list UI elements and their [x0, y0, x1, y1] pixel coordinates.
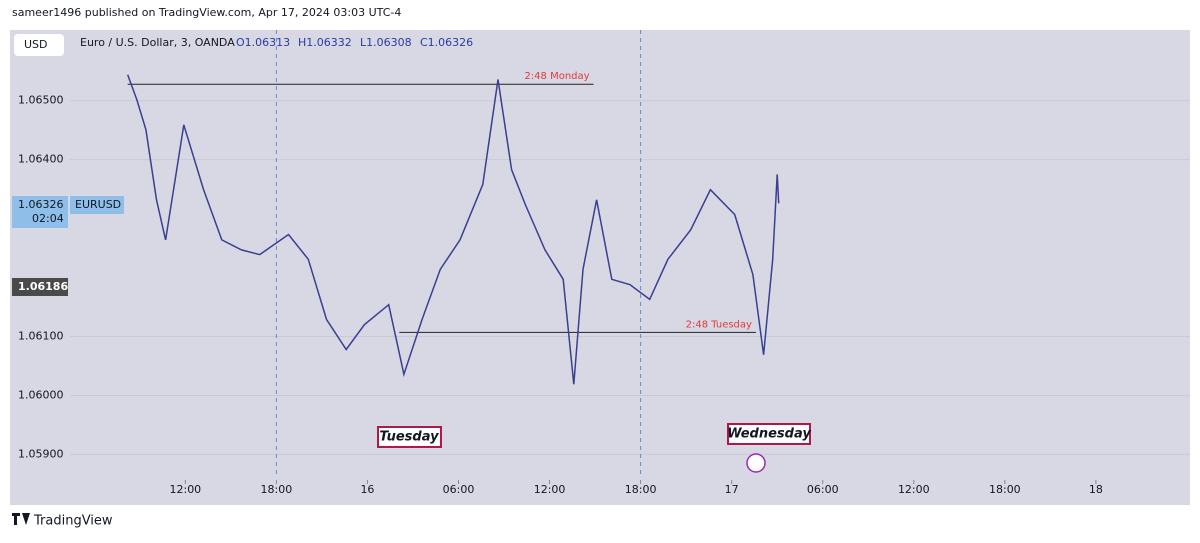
publisher: sameer1496 published on TradingView.com,…: [12, 6, 401, 19]
legend-low: L1.06308: [360, 36, 412, 49]
price-line: [126, 74, 780, 385]
x-tick-label: 06:00: [443, 483, 475, 496]
y-tick-label: 1.06100: [18, 330, 64, 343]
y-tick-label: 1.05900: [18, 447, 64, 460]
crosshair-badge: [12, 278, 68, 296]
currency: USD: [24, 38, 48, 51]
day-label-box: [377, 426, 442, 448]
last-price: 1.06326: [18, 198, 64, 211]
x-tick-label: 18: [1089, 483, 1103, 496]
countdown: 02:04: [32, 212, 64, 225]
crosshair-price: 1.06186: [18, 280, 68, 293]
event-icon[interactable]: [746, 453, 766, 473]
x-tick-label: 18:00: [989, 483, 1021, 496]
brand-logo: [12, 513, 30, 525]
y-tick-label: 1.06000: [18, 388, 64, 401]
day-label: Tuesday: [379, 430, 439, 445]
x-tick-label: 18:00: [261, 483, 293, 496]
legend-high: H1.06332: [298, 36, 352, 49]
symbol-badge: [70, 196, 124, 214]
level-label: 2:48 Monday: [524, 71, 589, 82]
day-label: Wednesday: [727, 427, 811, 442]
x-tick-label: 12:00: [169, 483, 201, 496]
x-tick-label: 12:00: [898, 483, 930, 496]
x-tick-label: 06:00: [807, 483, 839, 496]
legend-symbol: Euro / U.S. Dollar, 3, OANDA: [80, 36, 235, 49]
x-tick-label: 16: [360, 483, 374, 496]
symbol-badge-text: EURUSD: [75, 198, 121, 211]
level-label: 2:48 Tuesday: [686, 319, 752, 330]
currency-button[interactable]: [14, 34, 64, 56]
y-tick-label: 1.06400: [18, 153, 64, 166]
legend-open: O1.06313: [236, 36, 290, 49]
x-tick-label: 18:00: [625, 483, 657, 496]
last-price-badge: [12, 196, 68, 228]
chart-panel: [10, 30, 1190, 505]
y-tick-label: 1.06500: [18, 94, 64, 107]
x-tick-label: 12:00: [534, 483, 566, 496]
legend-close: C1.06326: [420, 36, 473, 49]
x-tick-label: 17: [725, 483, 739, 496]
brand: TradingView: [33, 514, 113, 529]
day-label-box: [727, 423, 811, 445]
